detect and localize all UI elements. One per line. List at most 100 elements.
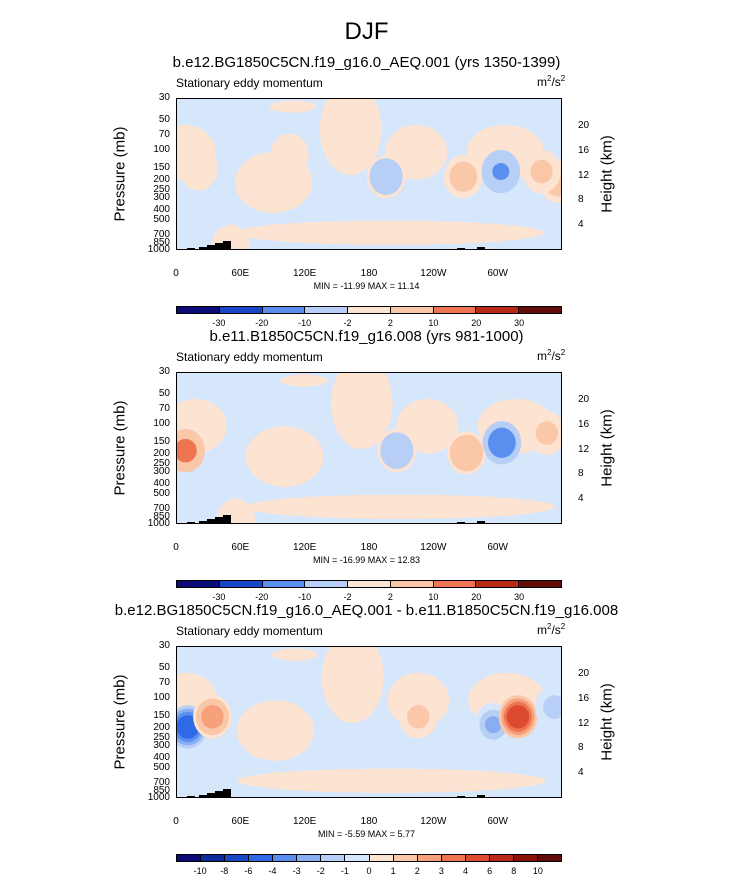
contour-level <box>458 444 475 462</box>
pressure-tick-label: 400 <box>153 478 170 490</box>
longitude-tick-label: 60E <box>231 816 250 827</box>
contour-feature <box>447 431 486 475</box>
chart-panel-1: b.e12.BG1850C5CN.f19_g16.0_AEQ.001 (yrs … <box>0 54 733 344</box>
colorbar-cell <box>177 307 220 313</box>
topography-bar <box>187 522 195 523</box>
contour-feature <box>498 695 538 739</box>
colorbar-label: 30 <box>514 318 525 328</box>
height-tick-label: 8 <box>578 468 584 480</box>
colorbar-cell <box>249 855 274 861</box>
colorbar-label: 0 <box>366 866 372 876</box>
pressure-tick-label: 50 <box>158 388 170 400</box>
contour-feature <box>527 411 561 455</box>
contour-level <box>492 163 510 181</box>
topography-bar <box>477 795 485 797</box>
pressure-tick-label: 250 <box>153 731 170 743</box>
colorbar-cell <box>537 855 561 861</box>
colorbar-cell <box>393 855 418 861</box>
topography-bar <box>199 795 207 797</box>
y-axis-title: Pressure (mb) <box>111 126 129 222</box>
contour-level <box>484 716 502 734</box>
pressure-tick-label: 70 <box>158 402 170 414</box>
colorbar-cell <box>273 855 298 861</box>
contour-feature <box>535 685 561 729</box>
colorbar-cell <box>345 855 370 861</box>
neutral-patch <box>330 373 393 449</box>
longitude-tick-label: 60E <box>231 268 250 279</box>
topography-bar <box>215 791 223 797</box>
contour-level <box>493 434 511 452</box>
contour-level <box>281 146 299 164</box>
panel-title: b.e12.BG1850C5CN.f19_g16.0_AEQ.001 (yrs … <box>172 54 561 71</box>
contour-plot <box>176 646 562 798</box>
colorbar <box>176 580 562 588</box>
pressure-tick-label: 1000 <box>147 518 170 529</box>
colorbar-cell <box>262 581 306 587</box>
neutral-patch <box>321 647 384 723</box>
colorbar-cell <box>433 307 477 313</box>
colorbar-label: 3 <box>438 866 444 876</box>
contour-level <box>179 718 197 736</box>
longitude-tick-label: 0 <box>173 542 179 553</box>
colorbar-label: 10 <box>428 592 439 602</box>
neutral-patch <box>319 99 382 175</box>
colorbar-label: -10 <box>298 592 312 602</box>
pressure-tick-label: 850 <box>153 510 170 522</box>
pressure-tick-label: 200 <box>153 448 170 460</box>
pressure-tick-label: 1000 <box>147 792 170 803</box>
longitude-tick-label: 60W <box>487 816 508 827</box>
colorbar-cell <box>476 581 520 587</box>
pressure-tick-label: 30 <box>158 92 170 103</box>
neutral-patch <box>271 648 318 661</box>
height-tick-label: 12 <box>578 717 590 729</box>
colorbar-cell <box>305 307 349 313</box>
colorbar-label: 2 <box>414 866 420 876</box>
topography <box>187 789 485 797</box>
colorbar-cell <box>201 855 226 861</box>
longitude-tick-label: 120W <box>420 542 447 553</box>
y-axis-right-title: Height (km) <box>598 135 616 213</box>
pressure-tick-label: 850 <box>153 236 170 248</box>
colorbar-cell <box>262 307 306 313</box>
colorbar-label: 10 <box>428 318 439 328</box>
pressure-tick-label: 30 <box>158 640 170 651</box>
contour-feature <box>179 147 218 191</box>
contour-feature <box>177 428 205 473</box>
pressure-tick-label: 70 <box>158 676 170 688</box>
height-tick-label: 12 <box>578 169 590 181</box>
contour-level <box>377 168 395 186</box>
longitude-tick-label: 60W <box>487 542 508 553</box>
longitude-tick-label: 0 <box>173 268 179 279</box>
topography-line <box>277 250 407 251</box>
pressure-tick-label: 150 <box>153 709 170 721</box>
y-axis-right-title: Height (km) <box>598 409 616 487</box>
colorbar-label: 20 <box>471 592 482 602</box>
panel-title: b.e12.BG1850C5CN.f19_g16.0_AEQ.001 - b.e… <box>114 602 619 619</box>
colorbar-cell <box>489 855 514 861</box>
pressure-tick-label: 300 <box>153 739 170 751</box>
colorbar-label: -30 <box>212 318 226 328</box>
contour-plot <box>176 372 562 524</box>
min-max-label: MIN = -5.59 MAX = 5.77 <box>317 829 416 839</box>
colorbar-label: 6 <box>487 866 493 876</box>
contour-level <box>533 163 551 181</box>
contour-feature <box>193 695 232 739</box>
topography-bar <box>457 248 465 249</box>
longitude-tick-label: 120E <box>292 816 317 827</box>
colorbar-cell <box>297 855 322 861</box>
pressure-tick-label: 250 <box>153 457 170 469</box>
longitude-tick-label: 60W <box>487 268 508 279</box>
colorbar-label: -6 <box>244 866 253 876</box>
longitude-tick-label: 0 <box>173 816 179 827</box>
topography-bar <box>187 796 195 797</box>
contour-feature <box>522 149 561 194</box>
contour-level <box>189 160 207 178</box>
topography-bar <box>223 241 231 249</box>
colorbar-cell <box>177 581 220 587</box>
topography-bar <box>223 515 231 523</box>
panel-title: b.e11.B1850C5CN.f19_g16.008 (yrs 981-100… <box>209 328 524 345</box>
pressure-tick-label: 70 <box>158 128 170 140</box>
contour-svg <box>177 373 561 523</box>
pressure-tick-label: 400 <box>153 204 170 216</box>
colorbar-label: -4 <box>268 866 277 876</box>
